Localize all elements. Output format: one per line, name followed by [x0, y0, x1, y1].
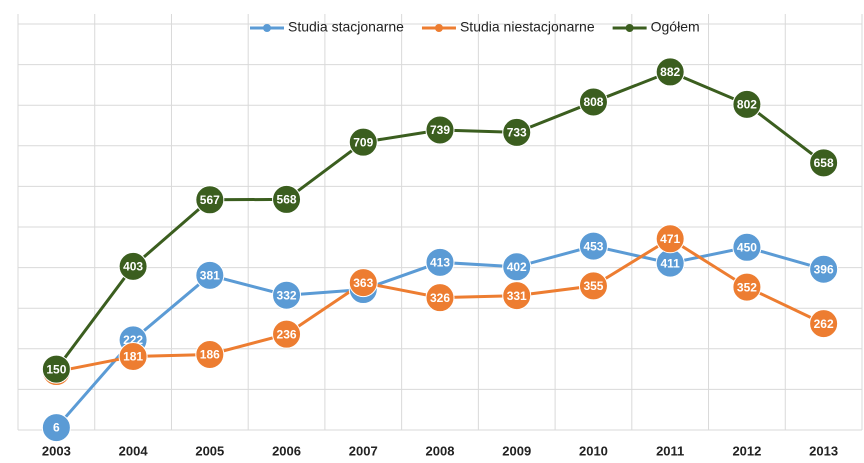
point-marker — [425, 115, 455, 145]
point-marker — [425, 283, 455, 313]
point-marker — [809, 254, 839, 284]
legend-label: Ogółem — [651, 19, 700, 35]
data-label: 733 — [507, 126, 527, 140]
x-tick-label: 2012 — [732, 443, 761, 458]
data-label: 352 — [737, 280, 757, 294]
point-marker — [41, 413, 71, 443]
data-label: 739 — [430, 123, 450, 137]
point-marker — [195, 185, 225, 215]
data-label: 568 — [277, 193, 297, 207]
point-marker — [272, 280, 302, 310]
point-marker — [118, 251, 148, 281]
data-label: 181 — [123, 350, 143, 364]
point-marker — [578, 87, 608, 117]
data-label: 326 — [430, 291, 450, 305]
data-label: 413 — [430, 255, 450, 269]
point-marker — [809, 148, 839, 178]
x-tick-label: 2003 — [42, 443, 71, 458]
data-label: 882 — [660, 65, 680, 79]
point-marker — [195, 339, 225, 369]
point-marker — [578, 231, 608, 261]
point-marker — [655, 224, 685, 254]
data-label: 6 — [53, 421, 60, 435]
point-marker — [502, 117, 532, 147]
x-tick-label: 2008 — [426, 443, 455, 458]
data-label: 802 — [737, 98, 757, 112]
point-marker — [732, 89, 762, 119]
data-label: 453 — [583, 239, 603, 253]
data-label: 332 — [277, 288, 297, 302]
data-label: 396 — [814, 262, 834, 276]
point-marker — [41, 354, 71, 384]
data-label: 236 — [277, 327, 297, 341]
legend-marker — [625, 24, 634, 32]
legend-marker — [434, 24, 443, 32]
x-tick-label: 2009 — [502, 443, 531, 458]
data-label: 709 — [353, 135, 373, 149]
data-label: 808 — [583, 95, 603, 109]
x-tick-label: 2013 — [809, 443, 838, 458]
point-marker — [272, 184, 302, 214]
legend-marker — [263, 24, 271, 32]
data-label: 403 — [123, 260, 143, 274]
data-label: 262 — [814, 317, 834, 331]
point-marker — [809, 309, 839, 339]
point-marker — [195, 260, 225, 290]
point-marker — [655, 57, 685, 87]
point-marker — [348, 127, 378, 157]
x-tick-label: 2007 — [349, 443, 378, 458]
data-label: 450 — [737, 240, 757, 254]
x-tick-label: 2004 — [119, 443, 149, 458]
data-label: 658 — [814, 156, 834, 170]
data-label: 402 — [507, 260, 527, 274]
point-marker — [732, 272, 762, 302]
legend-label: Studia stacjonarne — [288, 19, 404, 35]
data-label: 411 — [661, 256, 681, 270]
point-marker — [578, 271, 608, 301]
point-marker — [348, 268, 378, 298]
point-marker — [732, 232, 762, 262]
legend-label: Studia niestacjonarne — [460, 19, 595, 35]
data-label: 331 — [507, 289, 527, 303]
x-tick-label: 2005 — [195, 443, 224, 458]
point-marker — [502, 281, 532, 311]
data-label: 355 — [583, 279, 603, 293]
point-marker — [272, 319, 302, 349]
x-tick-label: 2010 — [579, 443, 608, 458]
data-label: 363 — [353, 276, 373, 290]
point-marker — [425, 247, 455, 277]
data-label: 186 — [200, 348, 220, 362]
data-label: 567 — [200, 193, 220, 207]
x-tick-label: 2011 — [656, 443, 684, 458]
point-marker — [502, 252, 532, 282]
data-label: 381 — [200, 268, 220, 282]
data-label: 150 — [46, 362, 66, 376]
point-marker — [118, 342, 148, 372]
data-label: 471 — [660, 232, 680, 246]
x-tick-label: 2006 — [272, 443, 301, 458]
